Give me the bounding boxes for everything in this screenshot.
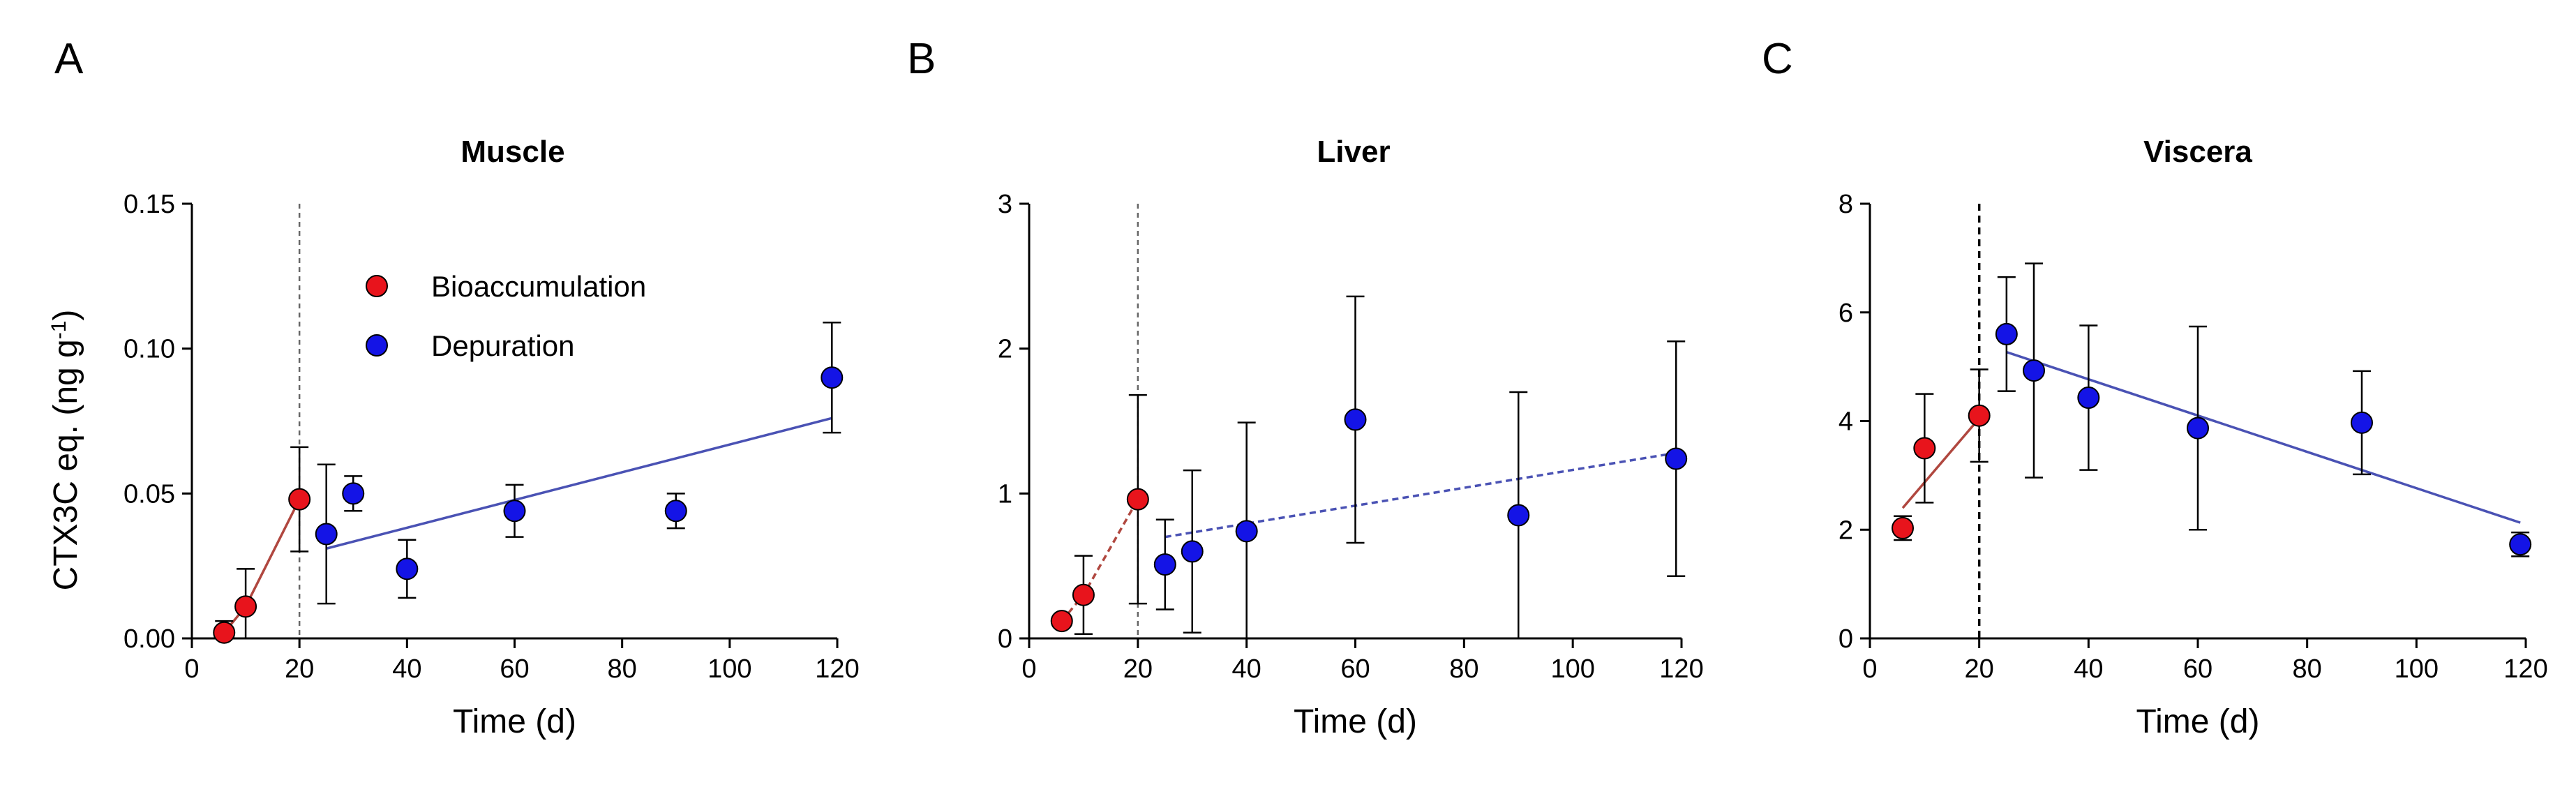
x-tick-label: 100 <box>1550 654 1594 684</box>
x-tick-label: 0 <box>184 654 199 684</box>
y-tick-label: 0.05 <box>123 479 175 509</box>
data-point-depuration <box>1153 553 1176 576</box>
data-point-depuration <box>1665 447 1688 470</box>
y-tick-label: 1 <box>998 479 1012 509</box>
y-tick-label: 6 <box>1839 299 1853 328</box>
x-tick-label: 60 <box>500 654 529 684</box>
data-point-depuration <box>1995 322 2018 345</box>
data-point-bioaccumulation <box>1126 488 1149 511</box>
data-point-depuration <box>2351 411 2373 434</box>
x-axis-label: Time (d) <box>2136 703 2260 740</box>
panel-label: C <box>1762 35 1793 83</box>
x-tick-label: 120 <box>2503 654 2547 684</box>
data-point-bioaccumulation <box>234 595 257 618</box>
data-point-bioaccumulation <box>1072 583 1095 606</box>
legend: Bioaccumulation Depuration <box>366 270 646 362</box>
legend-depuration-label: Depuration <box>431 329 574 362</box>
fit-line-bioaccumulation <box>1901 417 1980 509</box>
y-tick-label: 3 <box>998 190 1012 219</box>
y-tick-label: 0 <box>1839 624 1853 654</box>
data-point-depuration <box>2509 533 2532 556</box>
data-point-depuration <box>1235 520 1258 543</box>
panel-viscera: C Viscera 0 20 40 60 80 100 120 0 2 4 6 8 Time (d) <box>1762 35 2548 740</box>
data-point-depuration <box>315 523 338 546</box>
x-tick-label: 20 <box>285 654 314 684</box>
x-tick-label: 40 <box>392 654 421 684</box>
legend-bioaccumulation-label: Bioaccumulation <box>431 270 646 303</box>
data-point-depuration <box>664 500 687 523</box>
y-axis-label: CTX3C eq. (ng g-1) <box>47 310 85 591</box>
x-tick-label: 0 <box>1862 654 1877 684</box>
fit-line-depuration <box>326 417 832 550</box>
y-tick-label: 2 <box>998 335 1012 364</box>
y-tick-label: 0.00 <box>123 624 175 654</box>
y-tick-label: 2 <box>1839 516 1853 545</box>
x-axis-label: Time (d) <box>453 703 576 740</box>
legend-bioaccumulation-marker <box>366 275 388 297</box>
y-tick-label: 0.15 <box>123 190 175 219</box>
data-point-bioaccumulation <box>288 488 311 511</box>
x-tick-label: 80 <box>2293 654 2322 684</box>
data-point-bioaccumulation <box>1968 404 1991 427</box>
panel-title: Liver <box>1317 135 1390 169</box>
y-tick-label: 0 <box>998 624 1012 654</box>
x-axis-label: Time (d) <box>1294 703 1417 740</box>
x-tick-label: 100 <box>707 654 751 684</box>
x-tick-label: 120 <box>815 654 859 684</box>
x-tick-label: 120 <box>1659 654 1703 684</box>
panel-muscle: A Muscle 0 20 40 60 80 100 120 0.00 0.05 0.10 0.15 Ti… <box>54 35 860 740</box>
x-tick-label: 80 <box>608 654 637 684</box>
panel-title: Viscera <box>2143 135 2252 169</box>
x-tick-label: 100 <box>2395 654 2439 684</box>
data-point-depuration <box>2077 387 2100 410</box>
panel-label: B <box>907 35 936 83</box>
panel-label: A <box>54 35 84 83</box>
data-point-depuration <box>1507 504 1530 527</box>
data-point-depuration <box>342 482 365 505</box>
data-point-depuration <box>2023 359 2045 382</box>
x-tick-label: 60 <box>2183 654 2212 684</box>
data-point-depuration <box>821 366 844 389</box>
fit-line-bioaccumulation <box>1061 498 1139 622</box>
x-tick-label: 60 <box>1340 654 1370 684</box>
x-tick-label: 20 <box>1965 654 1994 684</box>
data-point-depuration <box>1344 408 1367 431</box>
panel-title: Muscle <box>460 135 564 169</box>
data-point-depuration <box>396 557 419 580</box>
data-point-depuration <box>2187 417 2209 440</box>
data-point-bioaccumulation <box>1892 516 1914 539</box>
y-tick-label: 8 <box>1839 190 1853 219</box>
x-tick-label: 40 <box>1232 654 1261 684</box>
fit-line-depuration <box>2006 350 2521 524</box>
legend-depuration-marker <box>366 334 388 357</box>
data-point-depuration <box>503 500 526 523</box>
data-point-depuration <box>1181 540 1204 563</box>
data-point-bioaccumulation <box>1050 610 1073 633</box>
data-point-bioaccumulation <box>1913 437 1936 460</box>
x-tick-label: 80 <box>1449 654 1478 684</box>
y-tick-label: 0.10 <box>123 335 175 364</box>
x-tick-label: 0 <box>1021 654 1036 684</box>
panel-liver: B Liver 0 20 40 60 80 100 120 0 1 2 3 Time (d) <box>907 35 1704 740</box>
x-tick-label: 20 <box>1123 654 1153 684</box>
data-point-bioaccumulation <box>213 621 236 644</box>
fit-line-bioaccumulation <box>223 498 301 634</box>
y-tick-label: 4 <box>1839 407 1853 437</box>
x-tick-label: 40 <box>2074 654 2103 684</box>
